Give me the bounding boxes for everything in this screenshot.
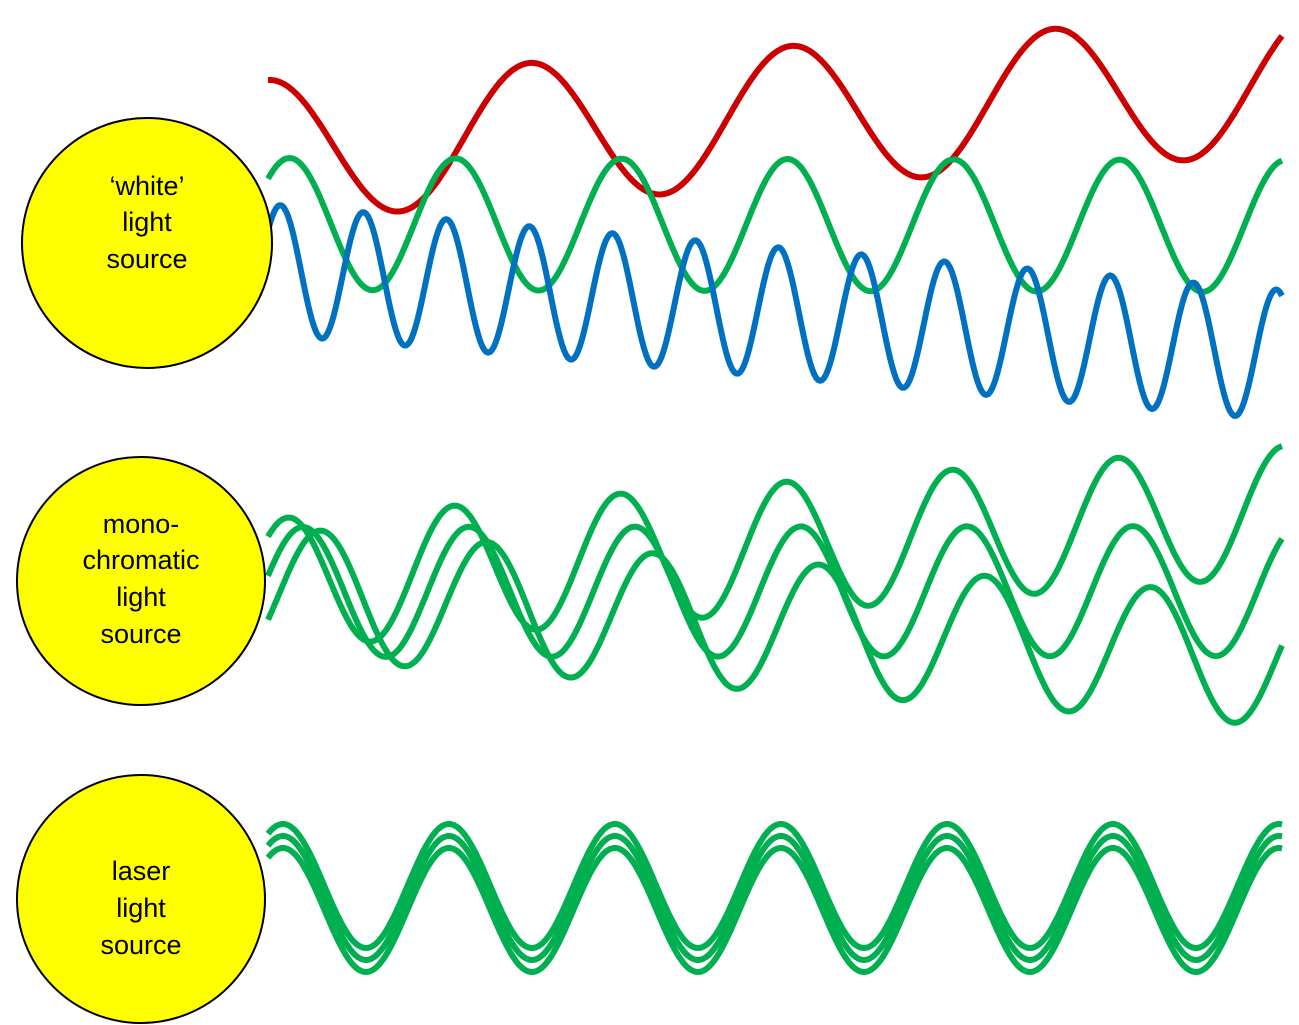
- white-label-line-2: light: [122, 207, 172, 237]
- laser-label-line-2: light: [116, 893, 166, 923]
- monochromatic-wave-2: [265, 523, 1285, 660]
- monochromatic-label-line-1: mono-: [103, 509, 180, 539]
- laser-light-group: laser light source: [16, 774, 1283, 1024]
- laser-wave-2: [265, 833, 1283, 963]
- monochromatic-wave-3: [265, 527, 1285, 726]
- monochromatic-label-line-3: light: [116, 582, 166, 612]
- white-wave-2: [265, 155, 1284, 295]
- laser-waves: [265, 821, 1283, 975]
- monochromatic-wave-1: [265, 443, 1283, 645]
- monochromatic-label-line-2: chromatic: [82, 545, 199, 575]
- white-label-line-3: source: [106, 244, 187, 274]
- white-light-source-circle: [21, 117, 273, 369]
- monochromatic-light-source-circle: [16, 456, 266, 706]
- laser-wave-3: [265, 845, 1283, 975]
- white-light-group: ‘white’ light source: [21, 25, 1285, 419]
- monochromatic-light-group: mono- chromatic light source: [16, 443, 1285, 726]
- white-wave-3: [265, 202, 1285, 419]
- laser-light-source-circle: [16, 774, 266, 1024]
- laser-label-line-1: laser: [112, 856, 171, 886]
- monochromatic-label-line-4: source: [100, 619, 181, 649]
- white-label-line-1: ‘white’: [109, 171, 184, 201]
- white-wave-1: [267, 25, 1285, 215]
- white-waves: [265, 25, 1285, 419]
- laser-wave-1: [265, 821, 1283, 951]
- laser-label-line-3: source: [100, 930, 181, 960]
- monochromatic-waves: [265, 443, 1285, 726]
